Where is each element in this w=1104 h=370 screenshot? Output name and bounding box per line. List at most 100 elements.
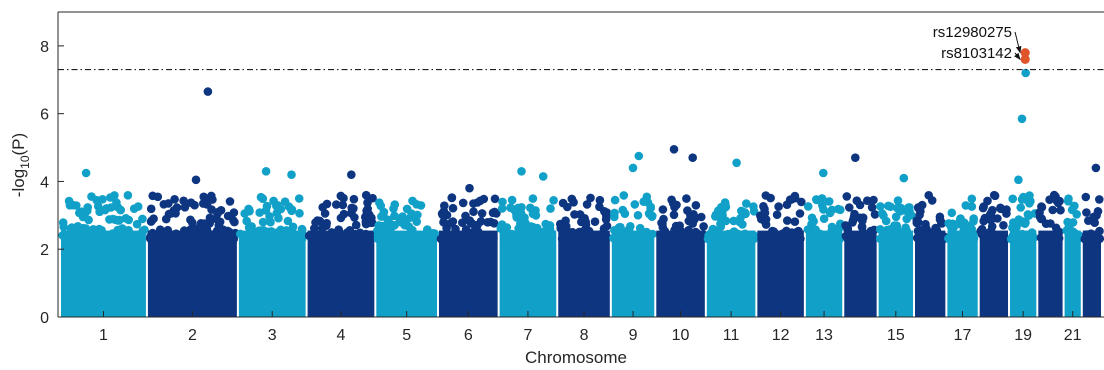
snp-point xyxy=(522,233,531,242)
notable-snp-point xyxy=(819,168,828,178)
snp-point xyxy=(391,232,401,241)
snp-point xyxy=(203,228,213,238)
highlight-layer: rs12980275 rs8103142 xyxy=(933,24,1030,64)
snp-point xyxy=(132,219,142,229)
snp-point xyxy=(365,233,375,242)
point-band xyxy=(238,230,306,317)
snp-point xyxy=(842,192,852,201)
points-layer xyxy=(58,68,1104,317)
snp-point xyxy=(288,222,298,232)
snp-point xyxy=(229,208,239,217)
snp-point xyxy=(448,203,458,213)
point-band xyxy=(915,230,946,317)
snp-point xyxy=(569,198,578,207)
snp-point xyxy=(1016,203,1025,212)
snp-point xyxy=(258,217,268,227)
snp-point xyxy=(633,211,643,220)
snp-annotation-label: rs8103142 xyxy=(941,45,1012,62)
snp-point xyxy=(935,215,945,224)
snp-point xyxy=(215,217,225,227)
x-tick-label: 13 xyxy=(815,327,833,344)
snp-point xyxy=(1056,205,1065,215)
y-tick-label: 4 xyxy=(40,174,49,191)
chromosome-10-points xyxy=(656,194,709,317)
snp-point xyxy=(790,234,800,243)
snp-point xyxy=(858,213,868,222)
annotation-arrow xyxy=(1014,31,1022,54)
snp-point xyxy=(180,226,189,235)
snp-point xyxy=(65,201,75,210)
snp-point xyxy=(544,224,553,234)
x-tick-label: 4 xyxy=(337,327,346,344)
snp-point xyxy=(983,196,992,206)
snp-point xyxy=(512,213,521,222)
x-tick-label: 5 xyxy=(402,327,411,344)
snp-point xyxy=(186,198,196,207)
snp-point xyxy=(361,212,370,222)
point-band xyxy=(1038,230,1063,317)
snp-point xyxy=(999,221,1008,230)
snp-point xyxy=(240,234,249,243)
snp-point xyxy=(691,201,701,210)
snp-point xyxy=(413,232,422,242)
snp-point xyxy=(795,209,805,218)
notable-snp-point xyxy=(899,173,909,183)
snp-point xyxy=(225,197,235,206)
snp-point xyxy=(600,232,610,242)
snp-point xyxy=(1093,207,1103,216)
point-band xyxy=(438,230,498,317)
snp-point xyxy=(1054,234,1064,243)
snp-point xyxy=(163,225,173,235)
point-band xyxy=(947,230,978,317)
snp-point xyxy=(520,213,529,222)
snp-point xyxy=(1063,197,1073,206)
snp-point xyxy=(332,200,341,209)
x-tick-label: 2 xyxy=(188,327,197,344)
snp-point xyxy=(993,214,1002,223)
snp-point xyxy=(967,194,977,204)
snp-point xyxy=(205,213,215,223)
snp-point xyxy=(264,227,274,237)
snp-point xyxy=(886,202,895,211)
snp-point xyxy=(761,220,771,229)
snp-point xyxy=(699,222,708,231)
snp-point xyxy=(1048,205,1057,215)
chromosome-8-points xyxy=(556,193,612,317)
snp-point xyxy=(123,191,133,200)
snp-point xyxy=(146,232,155,241)
snp-point xyxy=(186,215,195,225)
snp-point xyxy=(248,229,258,238)
snp-point xyxy=(893,196,903,205)
snp-point xyxy=(793,227,802,237)
snp-point xyxy=(498,197,507,207)
x-axis-label: Chromosome xyxy=(525,348,627,367)
snp-point xyxy=(818,201,827,210)
snp-point xyxy=(544,234,554,244)
x-tick-label: 8 xyxy=(580,327,589,344)
snp-point xyxy=(1012,223,1021,232)
snp-point xyxy=(827,222,837,232)
snp-point xyxy=(610,195,620,205)
snp-point xyxy=(439,217,448,227)
snp-point xyxy=(669,210,679,220)
x-tick-label: 1 xyxy=(99,327,108,344)
snp-point xyxy=(787,195,796,204)
snp-point xyxy=(327,228,337,237)
snp-point xyxy=(115,215,124,225)
snp-point xyxy=(1018,229,1027,239)
snp-point xyxy=(987,222,997,231)
snp-point xyxy=(112,198,121,207)
snp-point xyxy=(948,219,957,229)
snp-point xyxy=(600,207,609,217)
snp-point xyxy=(713,227,722,236)
snp-point xyxy=(507,195,517,205)
chromosome-11-points xyxy=(703,198,759,317)
snp-point xyxy=(461,225,471,234)
snp-point xyxy=(746,231,755,241)
snp-point xyxy=(133,202,143,211)
snp-point xyxy=(164,209,174,219)
snp-point xyxy=(664,233,673,242)
snp-point xyxy=(783,234,792,244)
snp-point xyxy=(624,225,633,235)
snp-point xyxy=(738,220,747,229)
